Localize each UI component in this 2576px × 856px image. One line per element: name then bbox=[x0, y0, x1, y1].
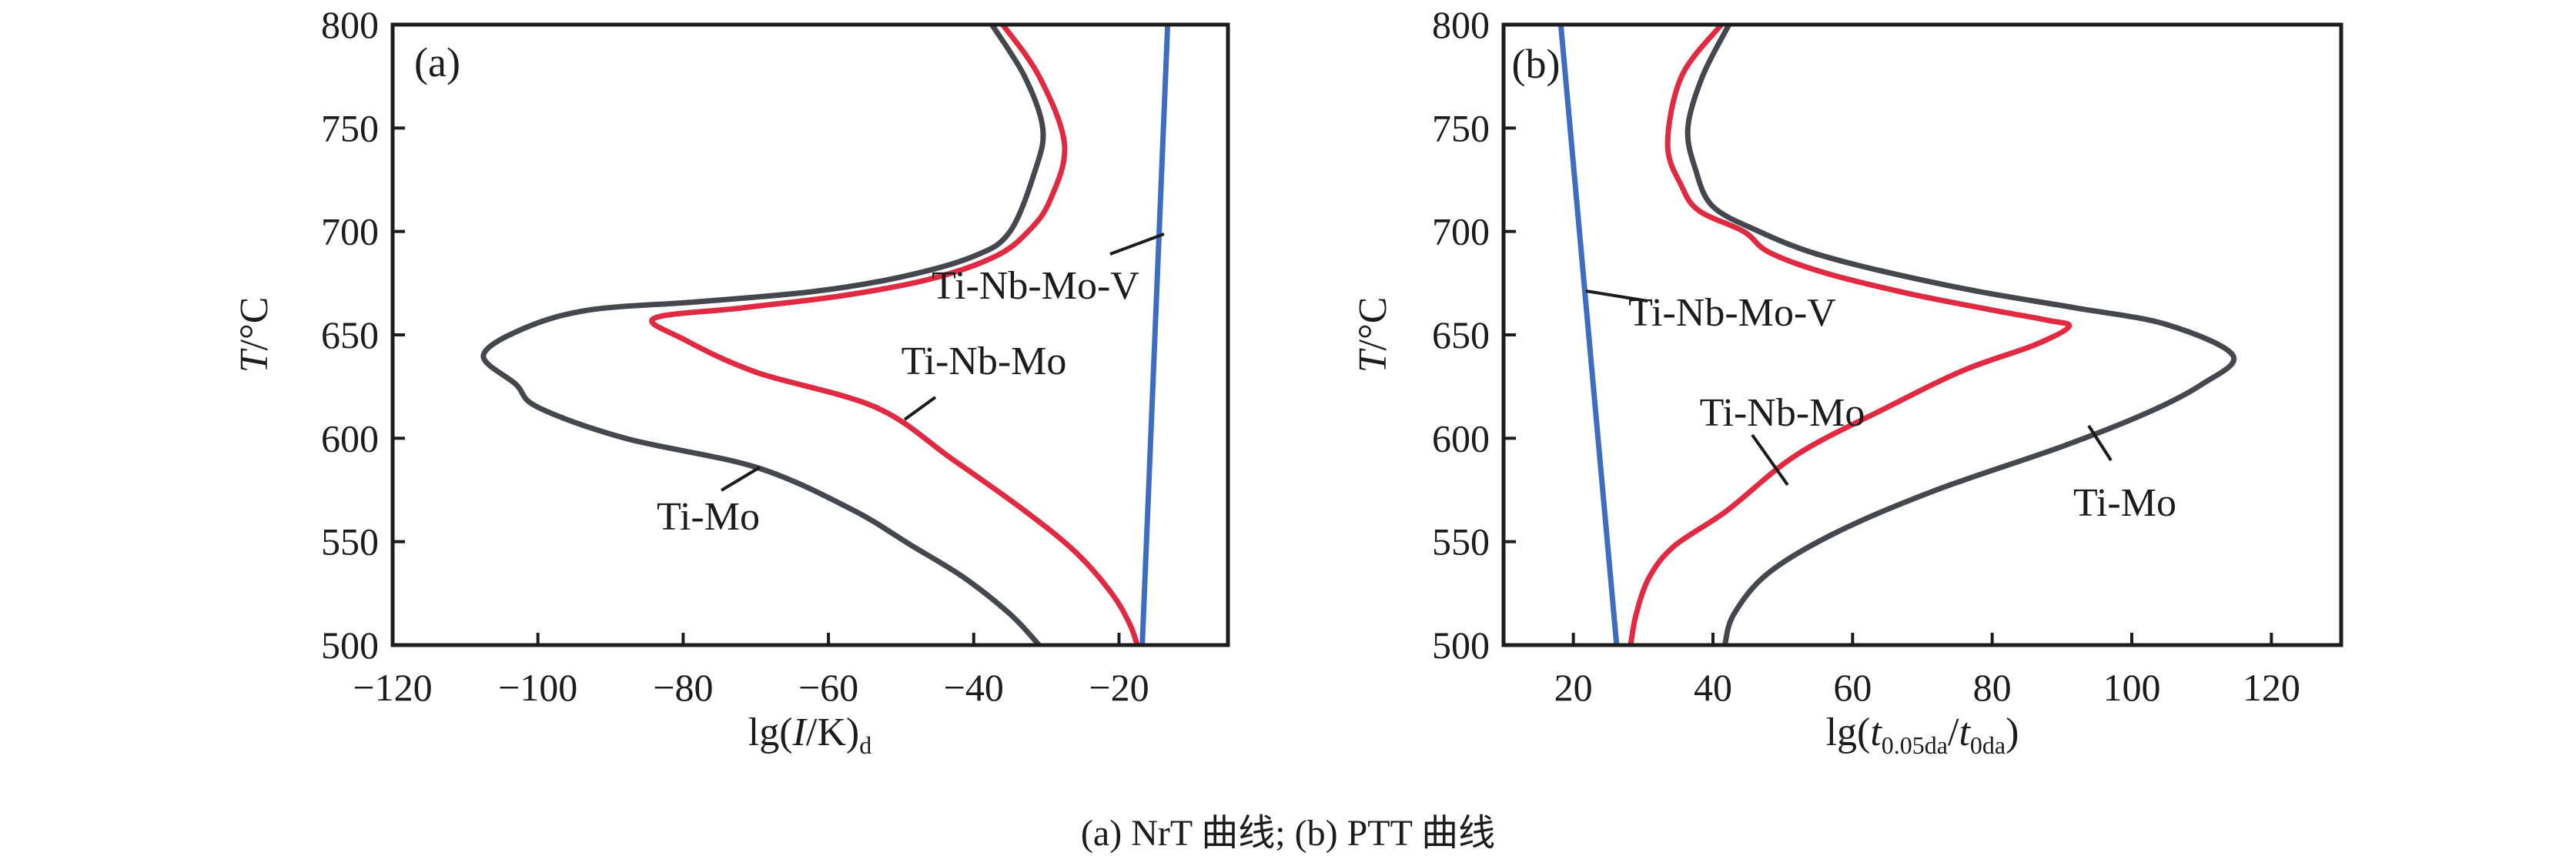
curves bbox=[1557, 25, 2237, 645]
annotation-leader-line bbox=[1109, 232, 1165, 256]
x-axis-title: lg(I/K)d bbox=[748, 711, 871, 759]
y-tick-label: 800 bbox=[1432, 3, 1490, 46]
x-axis-title: lg(t0.05da/t0da) bbox=[1826, 711, 2019, 759]
curve-label-ti-nb-mo: Ti-Nb-Mo bbox=[1700, 391, 1865, 435]
curve-ti-mo bbox=[480, 25, 1046, 645]
x-tick-label: −20 bbox=[1089, 666, 1149, 709]
annotation-leader-line bbox=[1585, 289, 1648, 303]
y-tick-label: 550 bbox=[1432, 520, 1490, 563]
x-tick-label: −40 bbox=[944, 666, 1004, 709]
x-tick-label: 40 bbox=[1694, 666, 1732, 709]
curve-ti-nb-mo-v bbox=[1557, 25, 1620, 645]
x-tick-label: −80 bbox=[653, 666, 713, 709]
panel-tag: (b) bbox=[1512, 41, 1561, 87]
y-tick-label: 650 bbox=[321, 313, 379, 356]
curve-ti-nb-mo-v bbox=[1139, 25, 1171, 645]
y-tick-label: 700 bbox=[321, 210, 379, 253]
y-tick-label: 600 bbox=[1432, 416, 1490, 460]
x-tick-label: 120 bbox=[2243, 666, 2300, 709]
axes-box bbox=[1501, 22, 2343, 647]
y-tick-label: 650 bbox=[1432, 313, 1490, 356]
annotation-leader-line bbox=[2087, 424, 2113, 462]
y-axis-title: T/°C bbox=[1351, 297, 1395, 373]
x-tick-label: −100 bbox=[498, 666, 577, 709]
curve-label-ti-nb-mo-v: Ti-Nb-Mo-V bbox=[1628, 291, 1836, 335]
x-tick-label: −120 bbox=[353, 666, 432, 709]
y-tick-label: 600 bbox=[321, 416, 379, 460]
figure-caption: (a) NrT 曲线; (b) PTT 曲线 bbox=[1080, 813, 1496, 854]
y-tick-label: 700 bbox=[1432, 210, 1490, 253]
x-tick-label: 80 bbox=[1973, 666, 2012, 709]
curve-label-ti-nb-mo: Ti-Nb-Mo bbox=[902, 339, 1067, 383]
panel-a: −120 −100 −80 −60 −40 −20 800 750 700 650 600 550 50… bbox=[233, 3, 1230, 759]
axes-box bbox=[390, 22, 1230, 647]
y-tick-label: 750 bbox=[321, 106, 379, 149]
x-tick-label: −60 bbox=[798, 666, 858, 709]
x-tick-label: 20 bbox=[1554, 666, 1593, 709]
panel-tag: (a) bbox=[414, 39, 460, 85]
y-tick-label: 800 bbox=[321, 3, 379, 46]
curve-ti-nb-mo bbox=[1628, 25, 2073, 645]
y-axis-title: T/°C bbox=[233, 297, 276, 373]
panel-b: 20 40 60 80 100 120 800 750 700 650 600 550 500 lg(t0… bbox=[1351, 3, 2343, 759]
annotation-leader-line bbox=[1751, 433, 1789, 487]
y-tick-label: 550 bbox=[321, 520, 379, 563]
curve-ti-nb-mo bbox=[649, 25, 1140, 645]
y-tick-label: 500 bbox=[321, 624, 379, 667]
curves bbox=[480, 25, 1171, 645]
annotation-leader-line bbox=[903, 396, 937, 421]
x-tick-label: 60 bbox=[1833, 666, 1872, 709]
y-tick-label: 500 bbox=[1432, 624, 1490, 667]
curve-label-ti-mo: Ti-Mo bbox=[657, 495, 760, 539]
curve-ti-mo bbox=[1684, 25, 2237, 645]
y-tick-label: 750 bbox=[1432, 106, 1490, 149]
annotation-leader-line bbox=[720, 466, 761, 492]
curve-label-ti-nb-mo-v: Ti-Nb-Mo-V bbox=[932, 264, 1139, 308]
x-tick-label: 100 bbox=[2103, 666, 2161, 709]
curve-label-ti-mo: Ti-Mo bbox=[2073, 481, 2176, 525]
